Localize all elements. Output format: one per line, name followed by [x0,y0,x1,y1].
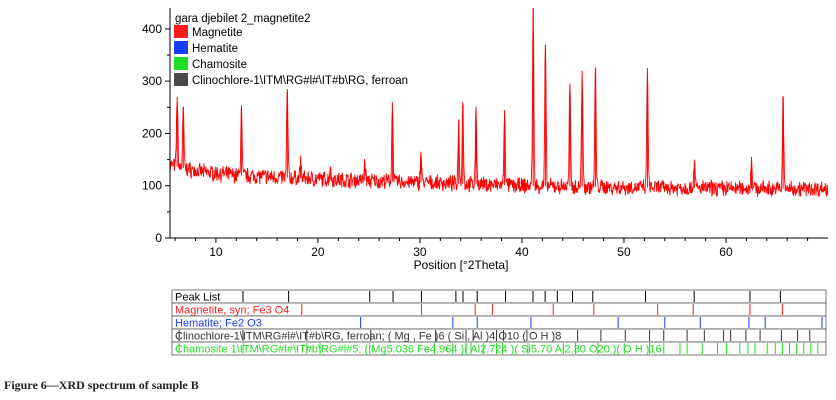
y-tick-label: 300 [142,74,162,88]
x-tick-label: 40 [515,245,529,259]
legend-label: Clinochlore-1\ITM\RG#l#\IT#b\RG, ferroan [192,75,408,87]
legend-label: Hematite [192,43,238,55]
stick-row-label: Peak List [175,292,220,304]
stick-row-label: Chamosite 1\ITM\RG#l#\IT#b\RG#l#5; ( Mg5… [175,344,662,356]
y-tick-label: 0 [155,231,162,245]
y-axis: 0 100 200 300 400 [142,22,170,245]
y-tick-label: 100 [142,179,162,193]
x-tick-label: 10 [209,245,223,259]
stick-row-label: Magnetite, syn; Fe3 O4 [175,305,289,317]
stick-row-frame [171,289,827,304]
legend: gara djebilet 2_magnetite2 Magnetite Hema… [174,13,408,87]
x-tick-label: 50 [617,245,631,259]
stick-row-frame [171,341,827,356]
legend-swatch [174,41,188,54]
stick-row: Clinochlore-1\ITM\RG#l#\IT#b\RG, ferroan… [171,328,827,343]
xrd-trace [169,7,829,198]
main-plot: 0 100 200 300 400 10 20 30 40 50 60 Position [°2T… [142,7,829,272]
stick-row: Peak List [171,289,827,304]
legend-title: gara djebilet 2_magnetite2 [175,13,311,25]
figure-caption: Figure 6—XRD spectrum of sample B [4,378,199,392]
x-tick-label: 20 [311,245,325,259]
legend-label: Chamosite [192,59,247,71]
stick-row-frame [171,315,827,330]
xrd-trace-line [169,7,829,198]
legend-swatch [174,25,188,38]
legend-swatch [174,73,188,86]
x-axis-label: Position [°2Theta] [414,258,509,272]
x-tick-label: 30 [413,245,427,259]
x-tick-label: 60 [719,245,733,259]
legend-swatch [174,57,188,70]
stick-row: Magnetite, syn; Fe3 O4 [171,302,827,317]
stick-row-label: Hematite; Fe2 O3 [175,318,262,330]
plot-frame [169,8,828,239]
x-axis: 10 20 30 40 50 60 [174,238,809,259]
y-tick-label: 200 [142,126,162,140]
stick-row: Hematite; Fe2 O3 [171,315,827,330]
y-tick-label: 400 [142,22,162,36]
stick-row-label: Clinochlore-1\ITM\RG#l#\IT#b\RG, ferroan… [175,331,561,343]
stick-row: Chamosite 1\ITM\RG#l#\IT#b\RG#l#5; ( Mg5… [171,341,827,356]
legend-label: Magnetite [192,27,243,39]
